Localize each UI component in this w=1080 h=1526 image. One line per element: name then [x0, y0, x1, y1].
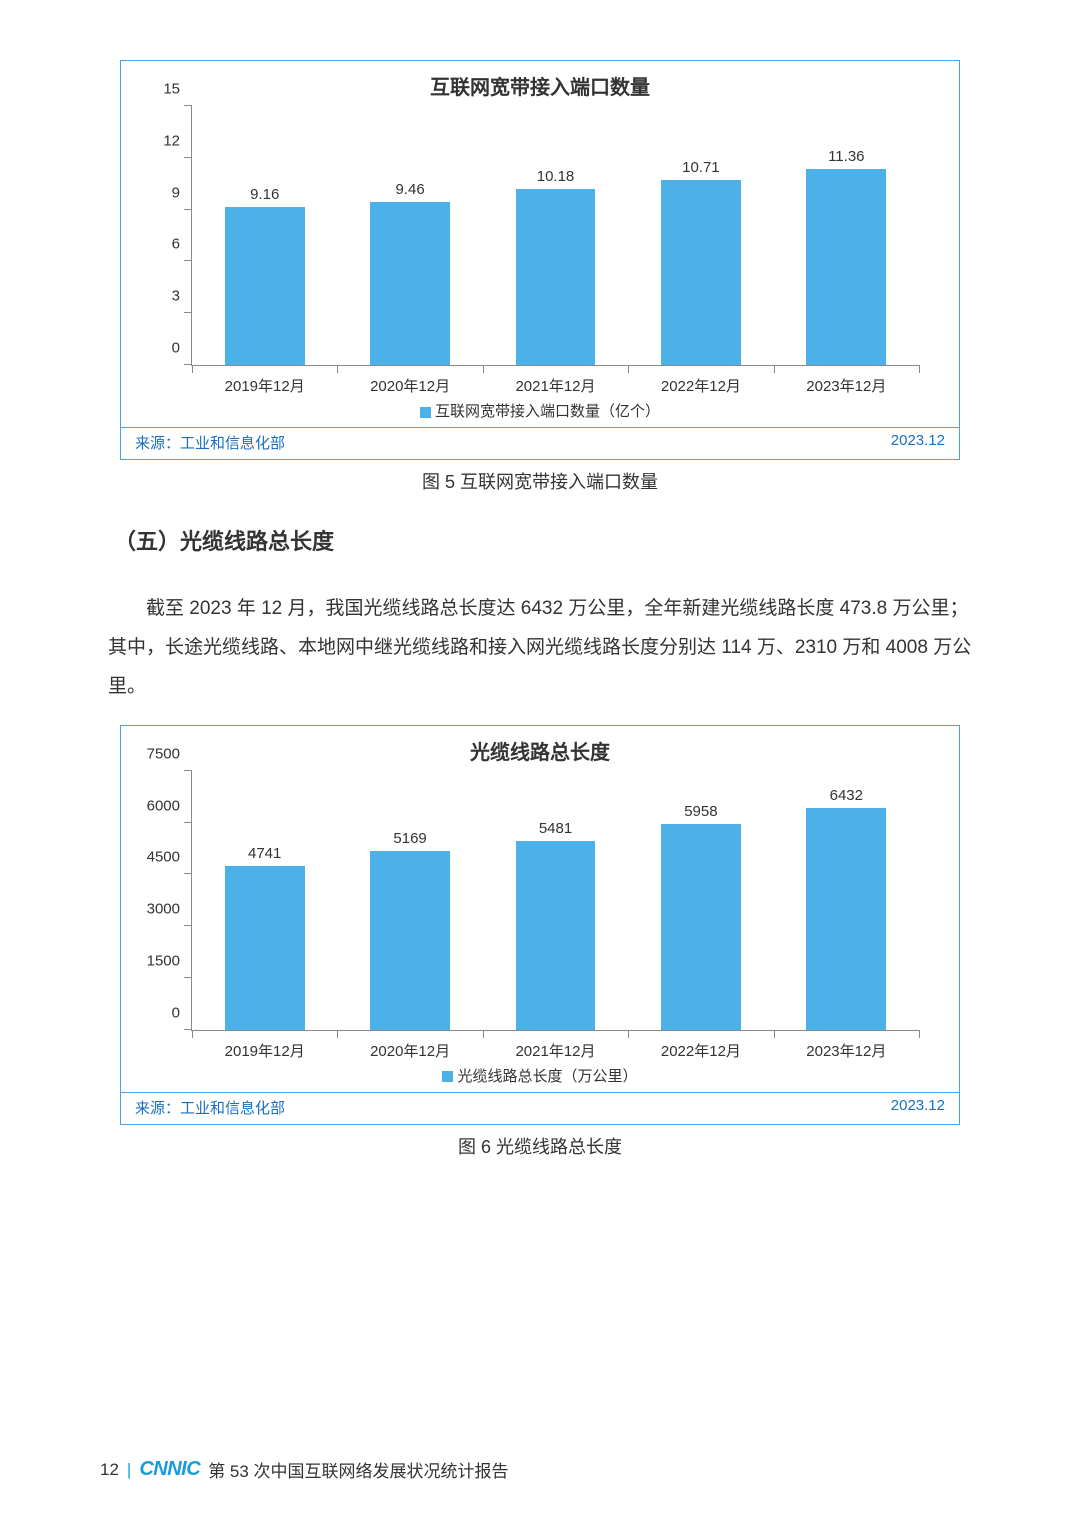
y-axis-label: 6: [172, 236, 180, 253]
bar-value-label: 11.36: [828, 148, 864, 165]
bar: 4741: [225, 866, 305, 1030]
bar: 9.16: [225, 207, 305, 365]
bar: 11.36: [806, 169, 886, 365]
report-title: 第 53 次中国互联网络发展状况统计报告: [208, 1457, 508, 1482]
footer-separator-icon: |: [127, 1460, 131, 1480]
bar-value-label: 9.46: [395, 181, 424, 198]
y-axis-label: 3: [172, 288, 180, 305]
source-label: 来源：工业和信息化部: [135, 1097, 285, 1118]
chart-cable: 光缆线路总长度 0150030004500600075002019年12月474…: [120, 725, 960, 1125]
y-axis-label: 6000: [147, 797, 180, 814]
figure-caption: 图 6 光缆线路总长度: [100, 1133, 980, 1159]
chart-source-row: 来源：工业和信息化部 2023.12: [121, 427, 959, 459]
bar-value-label: 5169: [393, 830, 426, 847]
bar-value-label: 10.18: [537, 168, 575, 185]
x-axis-label: 2022年12月: [661, 1040, 741, 1061]
y-axis-label: 1500: [147, 953, 180, 970]
bar: 10.71: [661, 180, 741, 365]
bar-value-label: 9.16: [250, 186, 279, 203]
section-heading: （五）光缆线路总长度: [114, 524, 980, 556]
bar: 9.46: [370, 202, 450, 365]
source-date: 2023.12: [891, 1097, 945, 1118]
bar: 6432: [806, 808, 886, 1030]
x-axis-label: 2022年12月: [661, 375, 741, 396]
x-axis-label: 2019年12月: [225, 375, 305, 396]
x-axis-label: 2023年12月: [806, 375, 886, 396]
body-paragraph: 截至 2023 年 12 月，我国光缆线路总长度达 6432 万公里，全年新建光…: [108, 590, 972, 707]
y-axis-label: 7500: [147, 745, 180, 762]
x-axis-label: 2020年12月: [370, 375, 450, 396]
bar-value-label: 4741: [248, 845, 281, 862]
y-axis-label: 0: [172, 340, 180, 357]
legend-swatch-icon: [420, 407, 431, 418]
x-axis-label: 2023年12月: [806, 1040, 886, 1061]
x-axis-label: 2019年12月: [225, 1040, 305, 1061]
y-axis-label: 15: [163, 81, 180, 98]
chart-title: 互联网宽带接入端口数量: [121, 61, 959, 106]
plot-area: 036912152019年12月9.162020年12月9.462021年12月…: [191, 106, 919, 366]
plot-area: 0150030004500600075002019年12月47412020年12…: [191, 771, 919, 1031]
legend-label: 光缆线路总长度（万公里）: [457, 1068, 637, 1085]
bar: 5481: [516, 841, 596, 1030]
cnnic-logo: CNNIC: [139, 1458, 200, 1481]
y-axis-label: 9: [172, 184, 180, 201]
x-axis-label: 2020年12月: [370, 1040, 450, 1061]
bar-value-label: 5958: [684, 803, 717, 820]
chart-source-row: 来源：工业和信息化部 2023.12: [121, 1092, 959, 1124]
page-number: 12: [100, 1460, 119, 1480]
chart-title: 光缆线路总长度: [121, 726, 959, 771]
bar-value-label: 5481: [539, 820, 572, 837]
bar-value-label: 6432: [830, 787, 863, 804]
legend-label: 互联网宽带接入端口数量（亿个）: [435, 403, 660, 420]
source-label: 来源：工业和信息化部: [135, 432, 285, 453]
bar-value-label: 10.71: [682, 159, 720, 176]
x-axis-label: 2021年12月: [515, 375, 595, 396]
source-date: 2023.12: [891, 432, 945, 453]
figure-caption: 图 5 互联网宽带接入端口数量: [100, 468, 980, 494]
y-axis-label: 12: [163, 132, 180, 149]
chart-ports: 互联网宽带接入端口数量 036912152019年12月9.162020年12月…: [120, 60, 960, 460]
y-axis-label: 3000: [147, 901, 180, 918]
bar: 10.18: [516, 189, 596, 365]
y-axis-label: 0: [172, 1004, 180, 1021]
bar: 5958: [661, 824, 741, 1030]
y-axis-label: 4500: [147, 849, 180, 866]
page-footer: 12 | CNNIC 第 53 次中国互联网络发展状况统计报告: [100, 1457, 509, 1482]
bar: 5169: [370, 851, 450, 1030]
x-axis-label: 2021年12月: [515, 1040, 595, 1061]
legend-swatch-icon: [442, 1071, 453, 1082]
